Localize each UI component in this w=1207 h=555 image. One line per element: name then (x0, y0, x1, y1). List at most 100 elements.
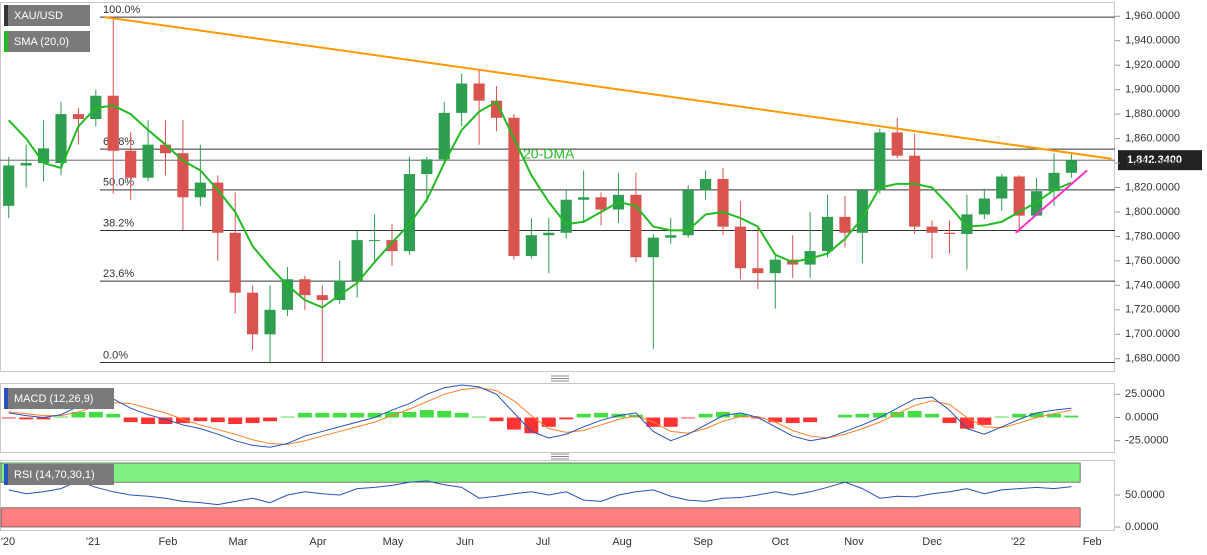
macd-bar (367, 412, 382, 418)
legend-box[interactable]: SMA (20,0) (4, 31, 90, 52)
macd-bar (855, 413, 870, 418)
x-tick-label: Apr (309, 536, 326, 548)
y-tick-label: 1,780.0000 (1125, 230, 1180, 242)
x-tick-label: Dec (922, 536, 942, 548)
legend-swatch (4, 388, 8, 409)
macd-bar (245, 417, 260, 424)
macd-bar (733, 413, 748, 418)
sma-label: SMA (20,0) (14, 36, 69, 48)
legend-swatch (4, 31, 8, 52)
candle-body (508, 117, 520, 257)
macd-bar (489, 417, 504, 422)
macd-bar (123, 417, 138, 423)
candle-body (1013, 176, 1025, 216)
candle-body (3, 165, 15, 206)
candle-body (961, 214, 973, 234)
macd-bar (36, 417, 51, 420)
candle-body (891, 132, 903, 156)
x-tick-label: Jul (536, 536, 550, 548)
x-tick-label: Mar (229, 536, 248, 548)
macd-bar (454, 412, 469, 418)
y-tick-label: 1,820.0000 (1125, 181, 1180, 193)
panel-grip[interactable] (551, 453, 569, 460)
macd-bar (768, 417, 783, 423)
macd-bar (297, 412, 312, 418)
x-tick-label: Aug (612, 536, 632, 548)
macd-bar (907, 411, 922, 418)
macd-bar (332, 412, 347, 418)
candle-body (142, 144, 154, 178)
candle-body (264, 309, 276, 335)
candle-body (281, 279, 294, 310)
rsi-panel (0, 460, 1115, 531)
line (8, 480, 1072, 506)
macd-bar (228, 417, 243, 424)
macd-bar (315, 412, 330, 418)
macd-bar (158, 417, 173, 424)
annotation: 20-DMA (523, 146, 575, 162)
y-tick-label: 1,700.0000 (1125, 328, 1180, 340)
rsi-band (0, 462, 1081, 483)
macd-bar (19, 417, 34, 420)
candle-body (334, 280, 346, 301)
legend-swatch (4, 5, 8, 26)
candle-body (525, 235, 537, 257)
legend-box[interactable]: MACD (12,26,9) (4, 388, 114, 409)
legend-bg (4, 31, 90, 52)
candle-body (212, 182, 224, 233)
fib-label: 0.0% (103, 349, 128, 361)
candle-body (1031, 191, 1043, 216)
macd-bar (193, 417, 208, 422)
candle-body (856, 189, 868, 233)
candle-body (55, 114, 67, 164)
x-tick-label: May (383, 536, 404, 548)
candle-body (177, 153, 189, 198)
last-price-label: 1,842.3400 (1127, 154, 1182, 166)
symbol-label: XAU/USD (14, 10, 63, 22)
macd-bar (663, 417, 678, 427)
y-tick-label: 1,960.0000 (1125, 10, 1180, 22)
rsi-band (0, 507, 1081, 528)
legend-bg (4, 464, 114, 485)
candle-body (996, 176, 1008, 199)
macd-bar (1029, 412, 1044, 418)
candle-body (647, 237, 659, 258)
macd-bar (925, 413, 940, 418)
macd-bar (872, 412, 887, 418)
macd-bar (698, 413, 713, 418)
macd-bar (385, 411, 399, 418)
line (7, 100, 1072, 309)
candle-body (717, 178, 729, 227)
legend-bg (4, 5, 90, 26)
candle-body (1048, 172, 1060, 192)
macd-bar (280, 416, 295, 418)
candle-body (421, 159, 433, 175)
macd-bar (524, 417, 539, 434)
price-panel (0, 2, 1115, 372)
macd-bar (419, 410, 434, 418)
macd-bar (472, 416, 487, 418)
y-tick-label: 1,760.0000 (1125, 255, 1180, 267)
x-tick-label: Nov (844, 536, 864, 548)
candle-body (299, 279, 311, 296)
macd-bar (994, 416, 1009, 418)
macd-bar (803, 417, 818, 423)
candle-body (368, 240, 381, 242)
plot-layer: 100.0%61.8%50.0%38.2%23.6%0.0%20-DMA1,84… (0, 4, 1202, 548)
fib-label: 100.0% (103, 4, 141, 16)
legend-box[interactable]: XAU/USD (4, 5, 90, 26)
macd-bar (785, 417, 800, 424)
candle-body (316, 295, 328, 301)
x-tick-label: '22 (1011, 536, 1025, 548)
candle-body (630, 194, 642, 258)
candle-body (403, 174, 415, 252)
candle-body (874, 132, 886, 190)
fib-label: 23.6% (103, 268, 134, 280)
trend-line (1015, 169, 1088, 234)
legend-box[interactable]: RSI (14,70,30,1) (4, 464, 114, 485)
panel-grip[interactable] (551, 375, 569, 382)
y-tick-label: -25.0000 (1125, 435, 1168, 447)
macd-bar (263, 417, 278, 422)
candle-body (560, 199, 572, 233)
